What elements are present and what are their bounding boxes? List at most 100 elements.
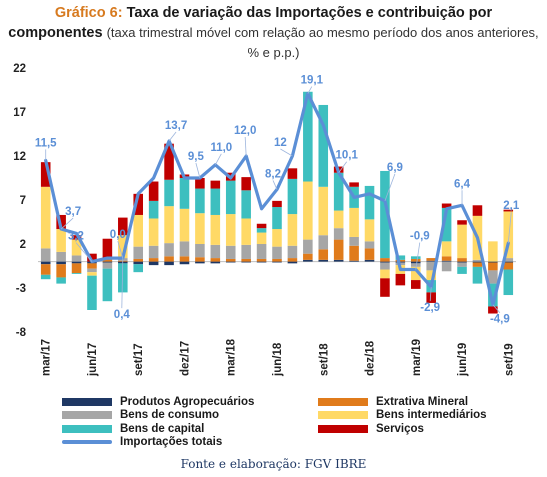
- y-tick-label: -3: [16, 283, 26, 295]
- bar-segment: [426, 261, 436, 271]
- bar-segment: [287, 168, 298, 179]
- bar-segment: [241, 190, 251, 219]
- bar-segment: [56, 261, 66, 265]
- bar-segment: [488, 261, 498, 263]
- bar-segment: [318, 249, 329, 260]
- bar-segment: [195, 213, 205, 244]
- data-label-leader: [415, 242, 421, 270]
- bar-segment: [102, 238, 113, 259]
- bar-segment: [148, 245, 159, 259]
- bar-segment: [87, 272, 97, 276]
- data-label-leader: [492, 304, 501, 313]
- bar-segment: [410, 263, 421, 267]
- bar-segment: [318, 259, 329, 262]
- data-label-leader: [60, 217, 74, 230]
- bar-segment: [426, 260, 436, 262]
- x-tick-label: mar/17: [41, 339, 53, 376]
- data-label: 10,1: [335, 150, 358, 162]
- data-label: 6,9: [387, 162, 403, 174]
- bar-segment: [40, 264, 51, 275]
- bar-segment: [333, 228, 344, 240]
- bar-segment: [503, 269, 514, 296]
- x-tick-label: jun/19: [457, 343, 469, 377]
- bar-segment: [195, 178, 205, 189]
- bar-segment: [303, 259, 313, 262]
- data-label-leader: [117, 240, 124, 259]
- bar-segment: [272, 258, 282, 262]
- bar-segment: [40, 261, 51, 265]
- bar-segment: [272, 229, 282, 247]
- bar-segment: [395, 261, 406, 263]
- bar-segment: [503, 211, 514, 259]
- bar-segment: [210, 214, 221, 245]
- bar-segment: [195, 188, 205, 214]
- bar-segment: [503, 258, 514, 262]
- bar-segment: [71, 261, 82, 264]
- bar-segment: [272, 261, 282, 263]
- bar-segment: [272, 207, 282, 230]
- bar-segment: [133, 214, 144, 247]
- bar-segment: [164, 206, 174, 244]
- bar-segment: [148, 261, 159, 266]
- bar-segment: [102, 268, 113, 302]
- bar-segment: [148, 218, 159, 246]
- bar-segment: [71, 263, 82, 274]
- bar-segment: [272, 200, 282, 208]
- bar-segment: [56, 277, 66, 284]
- bar-segment: [472, 259, 483, 262]
- bar-segment: [318, 104, 329, 187]
- bar-segment: [179, 261, 190, 265]
- bar-segment: [210, 244, 221, 259]
- bar-segment: [441, 256, 452, 261]
- bar-segment: [56, 229, 66, 252]
- y-tick-label: -8: [16, 327, 27, 339]
- bar-segment: [488, 270, 498, 284]
- bar-segment: [164, 179, 174, 207]
- bar-segment: [179, 178, 190, 209]
- data-label-leader: [195, 162, 201, 179]
- bar-segment: [303, 239, 313, 254]
- bar-segment: [164, 243, 174, 257]
- bar-segment: [349, 182, 359, 187]
- bar-segment: [503, 261, 514, 263]
- data-label: 12: [274, 137, 287, 149]
- bar-segment: [102, 262, 113, 269]
- y-tick-label: 7: [20, 195, 26, 207]
- bar-segment: [426, 292, 436, 303]
- data-label: 12,0: [234, 125, 256, 137]
- bar-segment: [349, 207, 359, 237]
- x-tick-label: jun/18: [272, 342, 284, 377]
- data-label: 6,4: [454, 178, 471, 190]
- bar-segment: [333, 259, 344, 262]
- bar-segment: [380, 262, 390, 270]
- bar-segment: [364, 185, 375, 220]
- bar-segment: [148, 200, 159, 219]
- bar-segment: [241, 261, 251, 263]
- bar-segment: [364, 259, 375, 262]
- bar-segment: [71, 239, 82, 256]
- bar-segment: [380, 261, 390, 263]
- bar-segment: [503, 262, 514, 270]
- bar-segment: [410, 256, 421, 259]
- bar-segment: [472, 266, 483, 284]
- bar-segment: [241, 218, 251, 245]
- y-tick-label: 12: [13, 151, 26, 163]
- bar-segment: [457, 262, 467, 267]
- bar-segment: [410, 266, 421, 281]
- y-tick-label: 2: [20, 239, 26, 251]
- bar-segment: [164, 261, 174, 266]
- data-label-leader: [280, 148, 293, 157]
- bar-segment: [87, 275, 97, 310]
- data-label: 0,4: [114, 309, 131, 321]
- bar-segment: [333, 210, 344, 229]
- data-label-leader: [384, 173, 396, 202]
- bar-segment: [472, 261, 483, 263]
- x-tick-label: dez/18: [365, 340, 377, 376]
- data-label-leader: [507, 212, 512, 244]
- bar-segment: [457, 224, 467, 259]
- data-label: 3,7: [65, 206, 81, 218]
- bar-segment: [210, 188, 221, 215]
- data-label: -2,9: [420, 302, 440, 314]
- data-label-leader: [244, 136, 247, 157]
- bar-segment: [164, 143, 174, 180]
